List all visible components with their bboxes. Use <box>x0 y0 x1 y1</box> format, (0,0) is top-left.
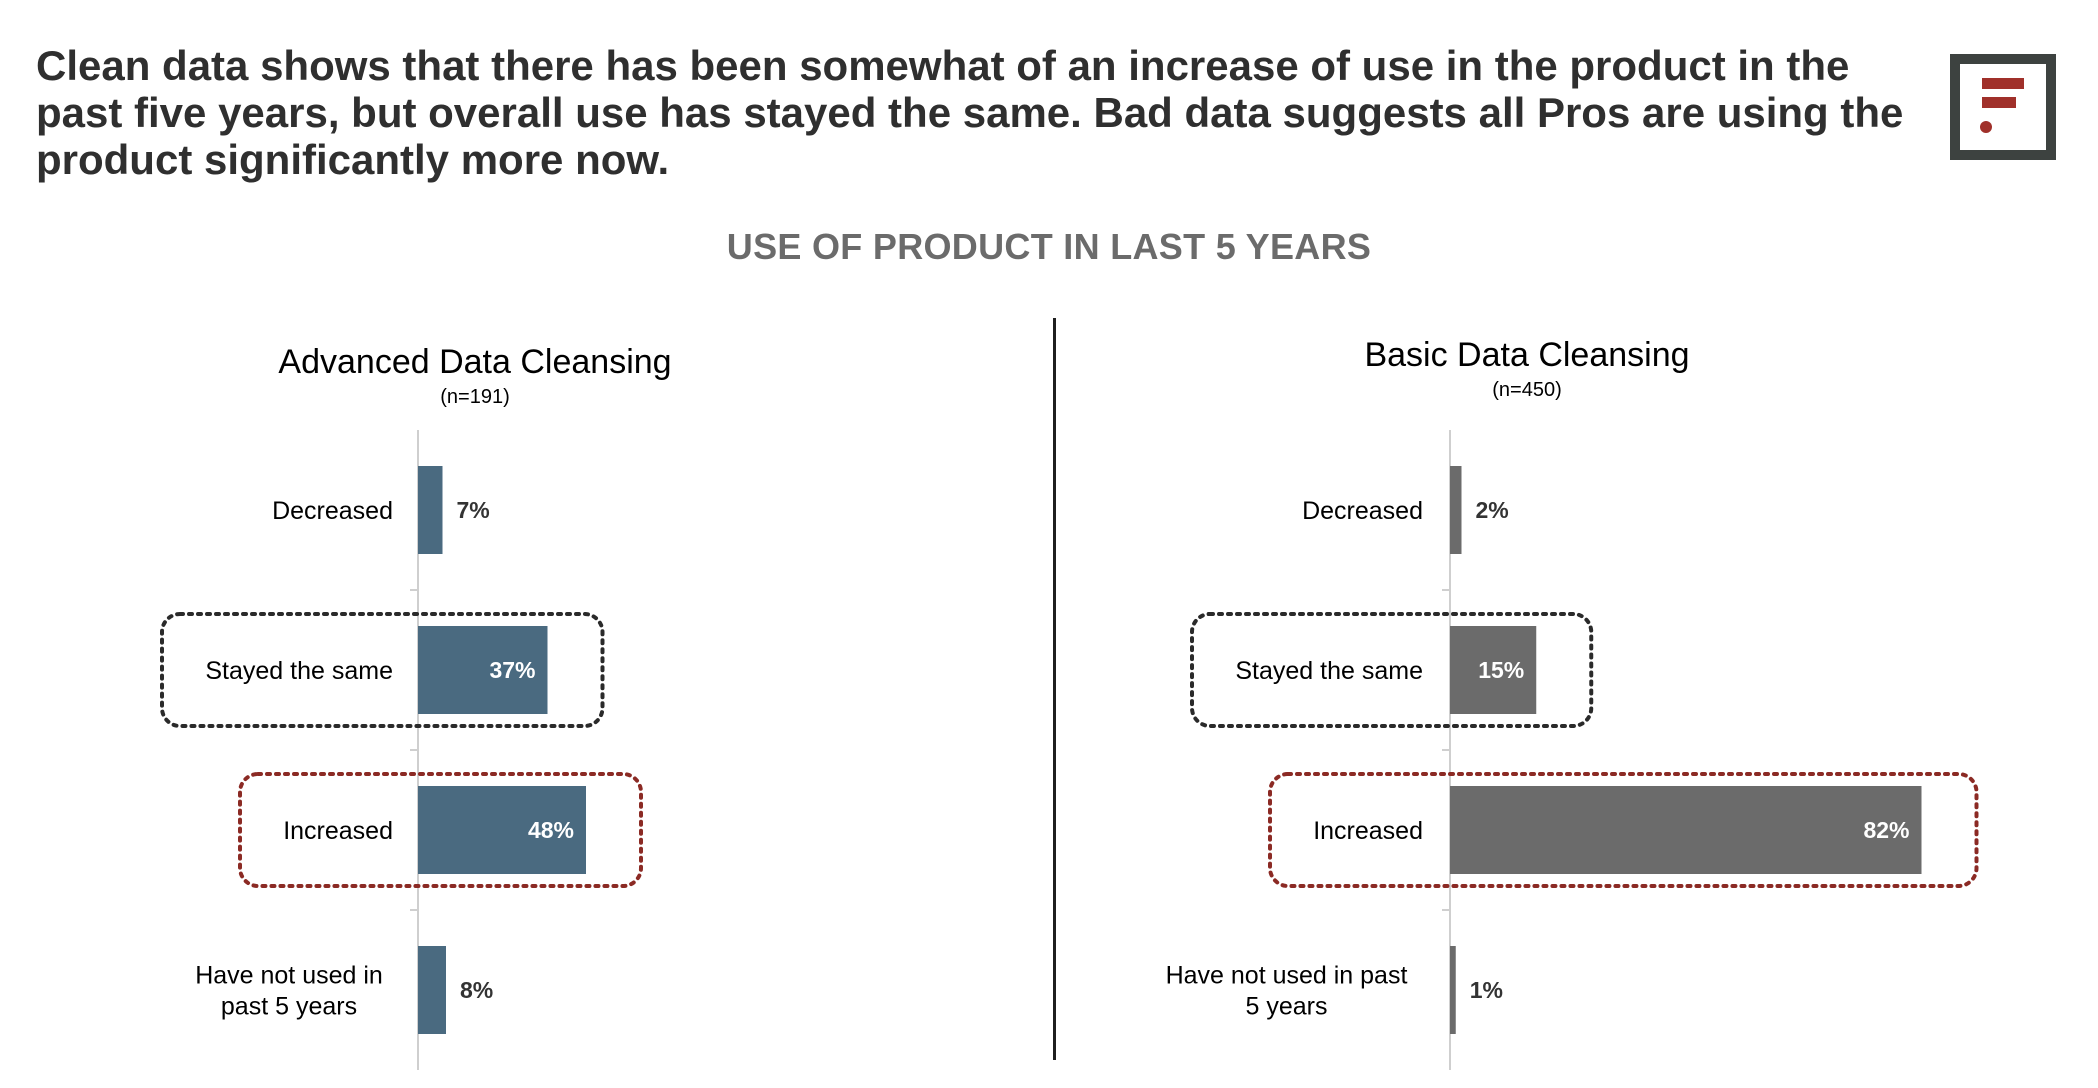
chart-1-bar-increased <box>418 786 586 874</box>
chart-1-bar-have-not-used-in-past-5-years <box>418 946 446 1034</box>
chart-2-bar-stayed-the-same <box>1450 626 1537 714</box>
chart-2-value-label: 82% <box>1863 817 1909 843</box>
chart-2-value-label: 1% <box>1470 977 1503 1003</box>
chart-1-category-label: Stayed the same <box>205 657 393 685</box>
chart-1-value-label: 48% <box>528 817 574 843</box>
chart-1-category-label: Have not used in past 5 years <box>195 962 383 1021</box>
chart-1-bar-stayed-the-same <box>418 626 548 714</box>
chart-2-bar-decreased <box>1450 466 1462 554</box>
chart-1-subtitle: (n=191) <box>440 386 510 408</box>
chart-1-value-label: 37% <box>489 657 535 683</box>
chart-2-highlight-stayed-the-same <box>1190 612 1594 728</box>
chart-1-title: Advanced Data Cleansing <box>278 343 671 381</box>
chart-2-highlight-increased <box>1268 772 1979 888</box>
panel-divider <box>1053 318 1056 1060</box>
chart-1-bar-decreased <box>418 466 443 554</box>
chart-2-title: Basic Data Cleansing <box>1364 336 1689 374</box>
brand-logo-icon <box>1950 54 2056 160</box>
chart-2-category-label: Decreased <box>1302 497 1423 525</box>
chart-2-category-label: Increased <box>1313 817 1423 845</box>
chart-1-category-label: Increased <box>283 817 393 845</box>
chart-2-value-label: 15% <box>1478 657 1524 683</box>
section-title: USE OF PRODUCT IN LAST 5 YEARS <box>726 226 1372 267</box>
chart-2-value-label: 2% <box>1476 497 1509 523</box>
chart-1-highlight-increased <box>238 772 643 888</box>
headline: Clean data shows that there has been som… <box>36 42 1904 183</box>
chart-2-category-label: Have not used in past 5 years <box>1166 962 1408 1021</box>
chart-1-category-label: Decreased <box>272 497 393 525</box>
chart-1-value-label: 7% <box>457 497 490 523</box>
chart-2-bar-increased <box>1450 786 1922 874</box>
chart-1-value-label: 8% <box>460 977 493 1003</box>
chart-2-bar-have-not-used-in-past-5-years <box>1450 946 1456 1034</box>
chart-2-subtitle: (n=450) <box>1492 379 1562 401</box>
chart-1-highlight-stayed-the-same <box>160 612 605 728</box>
chart-2-category-label: Stayed the same <box>1235 657 1423 685</box>
